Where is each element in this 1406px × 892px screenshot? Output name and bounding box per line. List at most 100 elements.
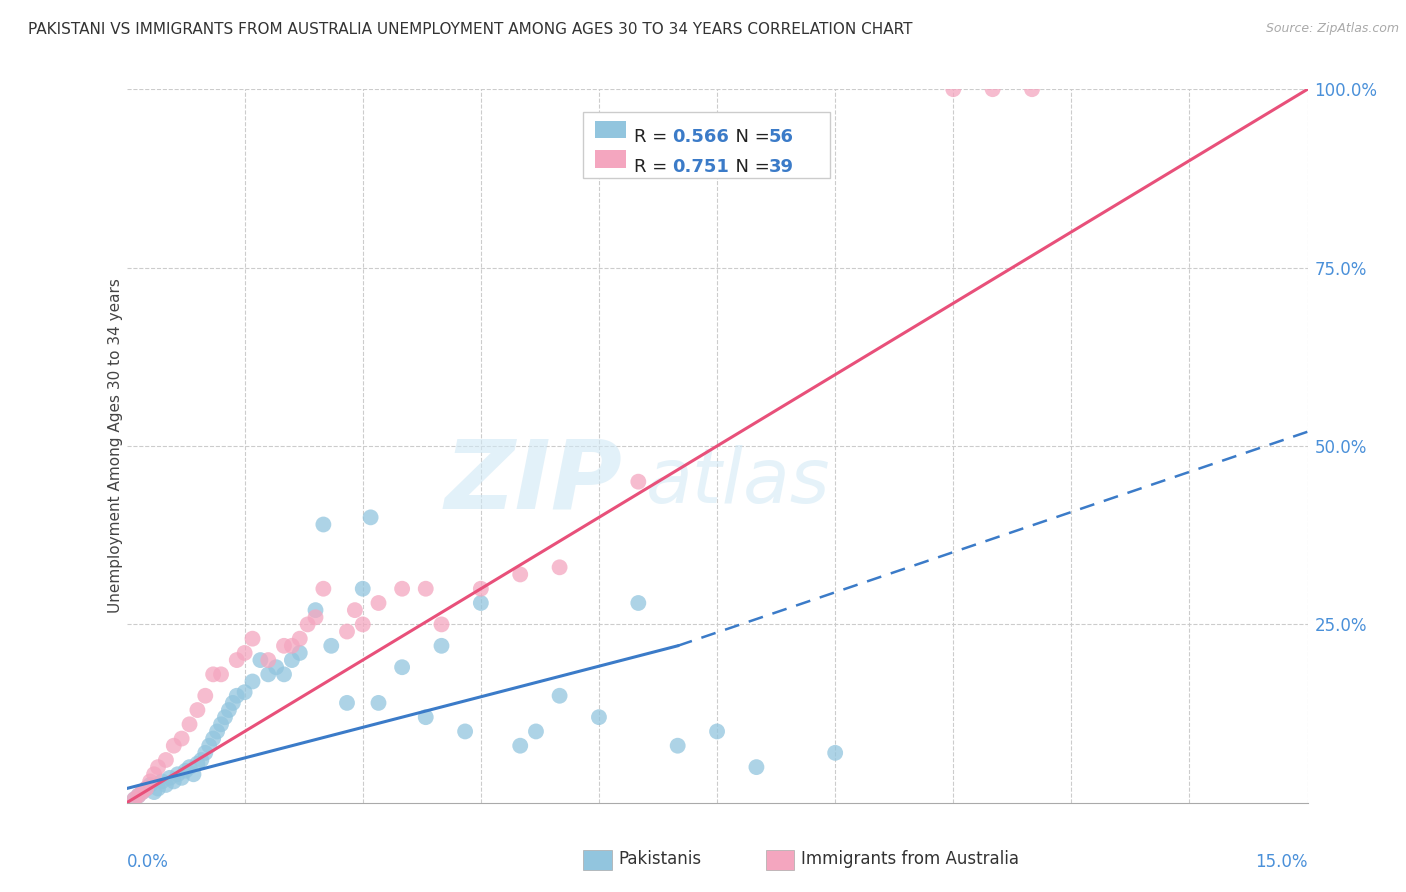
Text: R =: R =	[634, 128, 673, 145]
Point	[155, 778, 177, 792]
Point	[139, 778, 162, 792]
Point	[143, 767, 166, 781]
Point	[233, 685, 256, 699]
Y-axis label: Unemployment Among Ages 30 to 34 years: Unemployment Among Ages 30 to 34 years	[108, 278, 122, 614]
Text: N =: N =	[724, 128, 776, 145]
Point	[242, 632, 264, 646]
Point	[509, 567, 531, 582]
Point	[214, 710, 236, 724]
Point	[146, 760, 169, 774]
Point	[281, 653, 304, 667]
Point	[627, 475, 650, 489]
Point	[430, 639, 453, 653]
Point	[150, 774, 173, 789]
Text: Immigrants from Australia: Immigrants from Australia	[801, 850, 1019, 868]
Point	[415, 710, 437, 724]
Point	[127, 789, 149, 803]
Point	[264, 660, 287, 674]
Point	[209, 667, 232, 681]
Point	[225, 689, 247, 703]
Point	[127, 789, 149, 803]
Point	[548, 560, 571, 574]
Point	[170, 731, 193, 746]
Point	[249, 653, 271, 667]
Point	[367, 696, 389, 710]
Point	[942, 82, 965, 96]
Point	[509, 739, 531, 753]
Point	[146, 781, 169, 796]
Point	[430, 617, 453, 632]
Point	[222, 696, 245, 710]
Point	[194, 746, 217, 760]
Point	[281, 639, 304, 653]
Point	[360, 510, 382, 524]
Point	[297, 617, 319, 632]
Point	[143, 785, 166, 799]
Text: 39: 39	[769, 158, 794, 176]
Point	[242, 674, 264, 689]
Text: PAKISTANI VS IMMIGRANTS FROM AUSTRALIA UNEMPLOYMENT AMONG AGES 30 TO 34 YEARS CO: PAKISTANI VS IMMIGRANTS FROM AUSTRALIA U…	[28, 22, 912, 37]
Point	[183, 767, 205, 781]
Point	[706, 724, 728, 739]
Point	[124, 792, 146, 806]
Point	[218, 703, 240, 717]
Point	[166, 767, 188, 781]
Point	[273, 667, 295, 681]
Point	[288, 646, 311, 660]
Point	[352, 582, 374, 596]
Point	[131, 785, 153, 799]
Point	[548, 689, 571, 703]
Point	[367, 596, 389, 610]
Point	[343, 603, 366, 617]
Point	[336, 624, 359, 639]
Point	[588, 710, 610, 724]
Point	[135, 781, 157, 796]
Point	[202, 667, 225, 681]
Point	[745, 760, 768, 774]
Point	[186, 756, 208, 771]
Point	[415, 582, 437, 596]
Point	[179, 760, 201, 774]
Point	[135, 781, 157, 796]
Point	[257, 653, 280, 667]
Text: 15.0%: 15.0%	[1256, 853, 1308, 871]
Point	[312, 582, 335, 596]
Point	[159, 771, 181, 785]
Point	[139, 774, 162, 789]
Text: 56: 56	[769, 128, 794, 145]
Point	[312, 517, 335, 532]
Point	[202, 731, 225, 746]
Point	[304, 603, 326, 617]
Text: Source: ZipAtlas.com: Source: ZipAtlas.com	[1265, 22, 1399, 36]
Point	[209, 717, 232, 731]
Text: atlas: atlas	[647, 445, 831, 518]
Point	[225, 653, 247, 667]
Point	[273, 639, 295, 653]
Point	[524, 724, 547, 739]
Point	[205, 724, 228, 739]
Point	[174, 764, 197, 778]
Point	[124, 792, 146, 806]
Point	[179, 717, 201, 731]
Text: 0.751: 0.751	[672, 158, 728, 176]
Point	[155, 753, 177, 767]
Text: 0.0%: 0.0%	[127, 853, 169, 871]
Point	[198, 739, 221, 753]
Point	[304, 610, 326, 624]
Point	[981, 82, 1004, 96]
Point	[170, 771, 193, 785]
Point	[352, 617, 374, 632]
Point	[391, 582, 413, 596]
Point	[1021, 82, 1043, 96]
Text: N =: N =	[724, 158, 776, 176]
Point	[233, 646, 256, 660]
Point	[627, 596, 650, 610]
Point	[336, 696, 359, 710]
Point	[470, 582, 492, 596]
Point	[454, 724, 477, 739]
Point	[186, 703, 208, 717]
Text: R =: R =	[634, 158, 673, 176]
Text: 0.566: 0.566	[672, 128, 728, 145]
Point	[288, 632, 311, 646]
Point	[391, 660, 413, 674]
